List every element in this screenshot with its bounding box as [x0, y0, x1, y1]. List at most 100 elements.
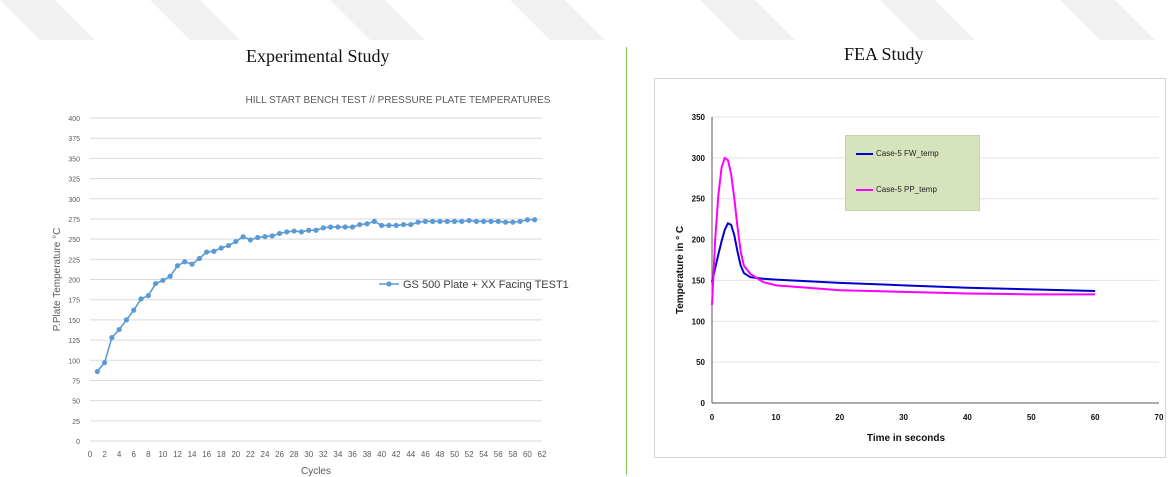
y-tick-label: 25	[72, 419, 80, 426]
x-tick-label: 28	[290, 450, 299, 459]
y-tick-label: 150	[68, 318, 80, 325]
y-axis-label: P.Plate Temperature °C	[52, 228, 63, 332]
x-tick-label: 58	[508, 450, 517, 459]
y-tick-label: 50	[72, 399, 80, 406]
x-tick-label: 62	[538, 450, 547, 459]
legend-label: GS 500 Plate + XX Facing TEST1	[403, 279, 569, 291]
data-point	[502, 219, 509, 225]
x-tick-label: 14	[188, 450, 197, 459]
data-point	[415, 219, 421, 225]
data-point	[233, 238, 239, 245]
data-point	[379, 222, 385, 228]
data-point	[153, 280, 159, 287]
data-point	[320, 225, 326, 231]
data-point	[430, 218, 436, 224]
x-tick-label: 22	[246, 450, 255, 459]
data-point	[342, 224, 348, 230]
data-point	[306, 227, 312, 233]
data-point	[131, 307, 137, 313]
legend-swatch-fw	[856, 152, 873, 155]
y-tick-label: 100	[68, 358, 80, 365]
data-point	[225, 242, 232, 249]
x-tick-label: 16	[202, 450, 211, 459]
data-point	[196, 255, 202, 262]
data-point	[473, 218, 479, 224]
x-tick-label: 38	[363, 450, 372, 459]
x-tick-label: 44	[406, 450, 415, 459]
x-tick-label: 40	[377, 450, 386, 459]
y-tick-label: 0	[76, 439, 80, 446]
x-tick-label: 4	[117, 450, 122, 459]
x-tick-label: 54	[479, 450, 488, 459]
data-point	[408, 221, 414, 228]
y-tick-label: 150	[692, 276, 706, 285]
chart-title: HILL START BENCH TEST // PRESSURE PLATE …	[246, 95, 551, 106]
data-point	[160, 277, 166, 283]
x-tick-label: 34	[333, 450, 342, 459]
experimental-chart: HILL START BENCH TEST // PRESSURE PLATE …	[52, 95, 569, 477]
data-point	[138, 296, 144, 302]
data-point	[335, 224, 341, 230]
x-tick-label: 6	[132, 450, 137, 459]
data-point	[262, 234, 268, 240]
y-tick-label: 200	[692, 236, 706, 245]
y-tick-label: 175	[68, 298, 80, 305]
data-point	[313, 227, 319, 233]
y-tick-label: 300	[68, 197, 80, 204]
data-point	[109, 335, 115, 341]
data-point	[524, 217, 531, 223]
data-point	[327, 224, 334, 230]
experimental-study-title: Experimental Study	[246, 46, 390, 66]
x-tick-label: 46	[421, 450, 430, 459]
series-line-1	[711, 156, 1096, 305]
x-tick-label: 48	[435, 450, 444, 459]
data-point	[488, 218, 494, 224]
data-point	[437, 218, 443, 224]
panel-divider	[626, 47, 627, 475]
x-tick-label: 50	[1027, 413, 1036, 422]
y-tick-label: 275	[68, 217, 80, 224]
y-tick-label: 250	[68, 237, 80, 244]
x-tick-label: 60	[1091, 413, 1100, 422]
x-tick-label: 20	[231, 450, 240, 459]
data-point	[444, 218, 450, 224]
x-tick-label: 0	[710, 413, 715, 422]
data-point	[167, 273, 173, 279]
y-tick-label: 50	[696, 358, 705, 367]
data-point	[211, 248, 217, 254]
x-tick-label: 50	[450, 450, 459, 459]
y-tick-label: 200	[68, 278, 80, 285]
x-tick-label: 2	[102, 450, 107, 459]
x-tick-label: 52	[465, 450, 474, 459]
x-tick-label: 60	[523, 450, 532, 459]
x-tick-label: 30	[304, 450, 313, 459]
data-point	[269, 233, 275, 239]
y-tick-label: 125	[68, 338, 80, 345]
data-point	[298, 229, 305, 235]
y-tick-label: 350	[692, 113, 706, 122]
y-tick-label: 75	[72, 378, 80, 385]
legend-item-pp: Case-5 PP_temp	[856, 185, 937, 194]
data-point	[189, 261, 195, 267]
x-tick-label: 10	[771, 413, 780, 422]
x-tick-label: 70	[1155, 413, 1164, 422]
x-tick-label: 42	[392, 450, 401, 459]
fea-study-title: FEA Study	[844, 44, 924, 64]
x-axis-label: Time in seconds	[867, 433, 946, 444]
legend-swatch-pp	[856, 188, 873, 191]
data-point	[284, 229, 290, 235]
x-tick-label: 18	[217, 450, 226, 459]
data-point	[400, 221, 407, 228]
data-point	[101, 360, 108, 366]
data-point	[276, 230, 283, 237]
y-tick-label: 0	[701, 399, 706, 408]
x-tick-label: 8	[146, 450, 151, 459]
data-point	[357, 221, 363, 228]
x-tick-label: 56	[494, 450, 503, 459]
data-point	[174, 263, 181, 269]
x-tick-label: 20	[835, 413, 844, 422]
x-tick-label: 32	[319, 450, 328, 459]
data-point	[204, 249, 210, 255]
x-tick-label: 0	[88, 450, 93, 459]
